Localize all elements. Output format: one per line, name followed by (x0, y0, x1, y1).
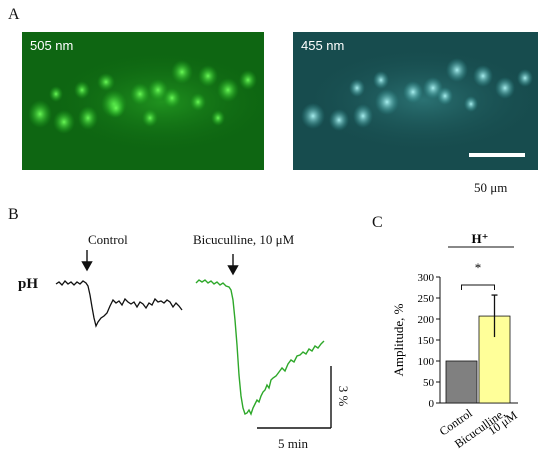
significance-star: * (475, 260, 482, 275)
scale-bar (469, 153, 525, 157)
green-wavelength-label: 505 nm (30, 38, 74, 53)
significance-bracket (461, 284, 495, 290)
green-fluorescence-image: 505 nm (22, 32, 264, 170)
cyan-wavelength-label: 455 nm (301, 38, 345, 53)
panel-a-letter: A (8, 6, 20, 23)
y-axis-label: Amplitude, % (391, 303, 406, 376)
amplitude-chart: H⁺ 0 50 100 150 200 250 300 Amplitude, % Control B… (370, 231, 520, 460)
control-label: Control (88, 232, 128, 247)
panel-b-letter: B (8, 206, 19, 223)
y-tick-label: 100 (418, 356, 435, 368)
scale-bar-label: 50 μm (474, 180, 508, 195)
y-tick-label: 150 (418, 335, 435, 347)
y-tick-label: 250 (418, 293, 435, 305)
control-arrow-icon (81, 250, 93, 272)
y-tick-label: 50 (423, 377, 435, 389)
chart-title: H⁺ (472, 231, 489, 246)
y-tick-label: 200 (418, 314, 435, 326)
control-trace (55, 280, 183, 328)
horizontal-scale-label: 5 min (278, 436, 308, 451)
ph-row-label: pH (18, 276, 39, 292)
bicuculline-label: Bicuculline, 10 μM (193, 232, 295, 247)
panel-c-letter: C (372, 214, 383, 231)
y-tick-label: 300 (418, 272, 435, 284)
bicuculline-trace (195, 279, 325, 416)
bar (445, 360, 478, 404)
y-tick-label: 0 (429, 398, 435, 410)
bicuculline-arrow-icon (227, 254, 239, 276)
vertical-scale-label: 3 % (336, 385, 351, 407)
cyan-fluorescence-image: 455 nm (293, 32, 538, 170)
